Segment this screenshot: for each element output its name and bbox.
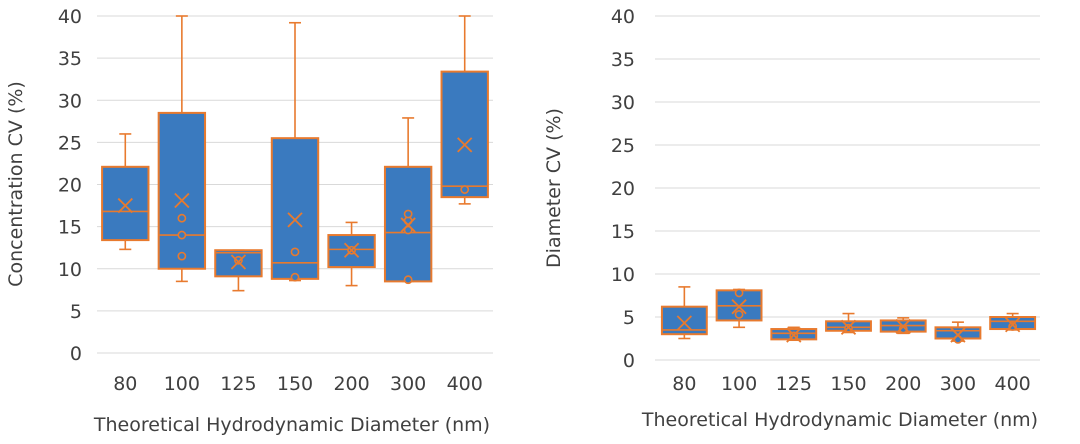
y-tick-label: 25 bbox=[58, 132, 82, 154]
y-tick-label: 30 bbox=[58, 90, 82, 112]
mean-marker bbox=[400, 217, 416, 233]
data-point bbox=[234, 255, 243, 265]
mean-marker bbox=[840, 319, 857, 335]
data-point bbox=[177, 213, 187, 223]
mean-marker bbox=[287, 212, 303, 228]
y-tick-label: 5 bbox=[623, 307, 635, 329]
mean-marker bbox=[174, 192, 190, 209]
x-tick-label: 80 bbox=[113, 373, 137, 395]
diameter-cv-chart: 0 5 10 15 20 25 30 35 40 80 100 125 150 200 300 400 Theo… bbox=[543, 6, 1040, 431]
box-iqr bbox=[270, 137, 320, 280]
mean-marker bbox=[230, 254, 247, 270]
box-100 bbox=[715, 288, 763, 329]
box-300 bbox=[383, 117, 433, 285]
x-tick-label: 200 bbox=[333, 373, 369, 395]
box-400 bbox=[440, 15, 489, 205]
data-point bbox=[290, 272, 300, 282]
y-tick-label: 15 bbox=[611, 221, 635, 243]
x-tick-label: 150 bbox=[277, 373, 313, 395]
x-tick-label: 125 bbox=[220, 373, 256, 395]
data-point bbox=[403, 225, 413, 235]
y-tick-label: 5 bbox=[70, 301, 82, 323]
x-tick-label: 400 bbox=[995, 373, 1031, 395]
box-200 bbox=[327, 221, 376, 287]
mean-marker bbox=[950, 327, 966, 343]
y-tick-label: 10 bbox=[611, 264, 635, 286]
box-125 bbox=[214, 249, 263, 292]
mean-marker bbox=[895, 318, 911, 335]
data-point bbox=[1008, 322, 1018, 331]
mean-marker bbox=[786, 327, 802, 343]
data-point bbox=[177, 251, 187, 261]
y-tick-label: 35 bbox=[611, 49, 635, 71]
mean-marker bbox=[457, 137, 473, 153]
box-150 bbox=[825, 312, 872, 335]
x-tick-label: 300 bbox=[940, 373, 976, 395]
x-axis-title: Theoretical Hydrodynamic Diameter (nm) bbox=[641, 409, 1038, 431]
mean-marker bbox=[1005, 317, 1021, 333]
data-point bbox=[177, 230, 187, 240]
mean-marker bbox=[117, 197, 133, 214]
box-iqr bbox=[157, 111, 207, 270]
data-point bbox=[403, 209, 413, 219]
box-200 bbox=[879, 317, 927, 335]
x-tick-label: 150 bbox=[830, 373, 866, 395]
data-point bbox=[734, 288, 744, 298]
box-80 bbox=[101, 133, 150, 251]
y-tick-label: 35 bbox=[58, 48, 82, 70]
y-axis-title: Concentration CV (%) bbox=[5, 81, 27, 287]
mean-marker bbox=[676, 315, 692, 331]
box-iqr bbox=[440, 70, 489, 199]
data-point bbox=[290, 247, 300, 257]
x-tick-label: 400 bbox=[447, 373, 483, 395]
box-iqr bbox=[327, 234, 376, 269]
x-tick-label: 125 bbox=[776, 373, 812, 395]
data-point bbox=[460, 185, 470, 194]
mean-marker bbox=[343, 242, 360, 258]
x-tick-label: 80 bbox=[672, 373, 696, 395]
box-100 bbox=[157, 15, 207, 283]
box-iqr bbox=[101, 165, 150, 242]
y-tick-label: 15 bbox=[58, 217, 82, 239]
mean-marker bbox=[731, 299, 747, 315]
y-tick-label: 40 bbox=[58, 6, 82, 28]
y-tick-label: 0 bbox=[70, 343, 82, 365]
x-tick-label: 100 bbox=[721, 373, 757, 395]
y-tick-label: 40 bbox=[611, 6, 635, 28]
data-point bbox=[734, 310, 744, 319]
concentration-cv-chart: 0 5 10 15 20 25 30 35 40 80 100 125 150 200 300 400 Theo… bbox=[5, 6, 493, 436]
box-400 bbox=[989, 312, 1037, 333]
box-125 bbox=[770, 326, 818, 343]
y-tick-label: 25 bbox=[611, 135, 635, 157]
y-tick-label: 20 bbox=[611, 178, 635, 200]
x-tick-label: 100 bbox=[164, 373, 200, 395]
x-tick-label: 200 bbox=[885, 373, 921, 395]
y-tick-label: 30 bbox=[611, 92, 635, 114]
y-axis-title: Diameter CV (%) bbox=[543, 108, 565, 268]
y-tick-label: 0 bbox=[623, 350, 635, 372]
box-300 bbox=[934, 321, 982, 344]
box-80 bbox=[660, 286, 708, 340]
y-tick-label: 20 bbox=[58, 175, 82, 197]
x-tick-label: 300 bbox=[390, 373, 426, 395]
data-point bbox=[403, 275, 413, 285]
box-150 bbox=[270, 21, 320, 282]
y-tick-label: 10 bbox=[58, 259, 82, 281]
x-axis-title: Theoretical Hydrodynamic Diameter (nm) bbox=[93, 414, 490, 436]
